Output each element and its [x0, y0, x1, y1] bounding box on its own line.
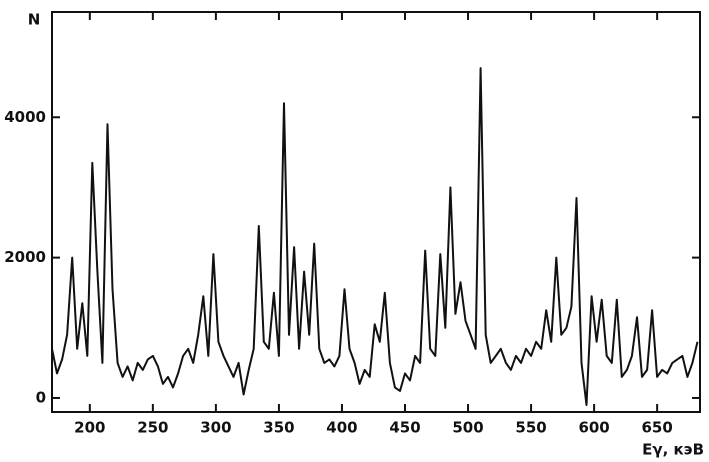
y-tick-label: 4000 [4, 108, 46, 126]
x-tick-label: 500 [452, 419, 483, 437]
spectrum-line [51, 67, 699, 406]
x-axis-label: Eγ, кэВ [642, 441, 704, 459]
x-tick-label: 550 [515, 419, 546, 437]
y-tick-label: 0 [36, 388, 46, 406]
x-tick-label: 450 [389, 419, 420, 437]
x-tick-label: 400 [326, 419, 357, 437]
y-axis-label: N [28, 11, 41, 29]
x-tick-label: 650 [641, 419, 672, 437]
plot-frame [51, 11, 701, 413]
x-tick-label: 250 [137, 419, 168, 437]
x-tick-label: 300 [200, 419, 231, 437]
x-tick-label: 350 [263, 419, 294, 437]
x-tick-label: 600 [578, 419, 609, 437]
x-tick-label: 200 [74, 419, 105, 437]
y-tick-label: 2000 [4, 248, 46, 266]
